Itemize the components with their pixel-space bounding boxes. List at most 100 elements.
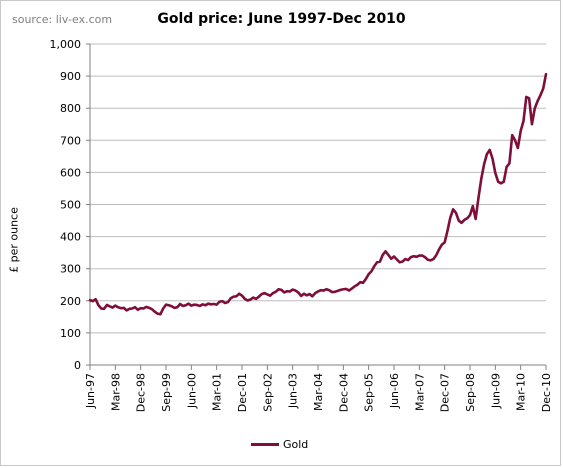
data-point <box>151 308 153 311</box>
data-point <box>184 304 187 307</box>
y-tick-label: 800 <box>60 102 81 115</box>
data-point <box>128 307 131 310</box>
data-point <box>502 180 505 183</box>
x-tick-label: Sep-99 <box>160 373 173 412</box>
data-point <box>449 216 452 219</box>
data-point <box>103 307 105 310</box>
data-point <box>274 290 277 293</box>
data-point <box>131 307 134 310</box>
data-point <box>438 248 440 251</box>
data-point <box>533 107 536 110</box>
data-point <box>117 306 120 309</box>
data-point <box>300 295 303 297</box>
data-point <box>426 258 429 261</box>
data-point <box>440 243 443 246</box>
data-point <box>317 290 319 293</box>
data-point <box>294 289 297 292</box>
data-point <box>311 295 314 298</box>
x-tick-label: Sep-08 <box>464 373 477 412</box>
data-point <box>409 256 412 259</box>
data-point <box>348 289 350 292</box>
data-point <box>193 303 196 306</box>
chart-title: Gold price: June 1997-Dec 2010 <box>157 11 406 27</box>
data-point <box>471 205 474 208</box>
data-point <box>145 306 148 308</box>
data-point <box>395 258 398 261</box>
data-point <box>379 260 381 263</box>
x-tick-label: Dec-07 <box>439 373 452 412</box>
data-point <box>218 300 221 303</box>
x-tick-label: Mar-98 <box>109 373 122 411</box>
data-point <box>162 307 165 310</box>
data-point <box>232 295 235 298</box>
data-point <box>387 254 390 256</box>
legend-label-gold: Gold <box>283 438 309 451</box>
data-point <box>393 255 395 258</box>
data-point <box>545 73 547 76</box>
data-point <box>221 300 224 303</box>
data-point <box>181 305 184 307</box>
data-point <box>435 254 438 257</box>
data-point <box>364 278 367 280</box>
data-point <box>494 172 497 174</box>
x-tick-label: Dec-10 <box>540 373 553 412</box>
data-point <box>196 304 198 306</box>
data-point <box>469 214 471 216</box>
data-point <box>269 294 272 297</box>
data-point <box>91 300 94 303</box>
data-point <box>542 87 545 90</box>
data-point <box>97 304 100 307</box>
data-point <box>235 295 238 298</box>
data-point <box>229 297 232 300</box>
data-point <box>125 309 128 312</box>
data-point <box>159 313 162 316</box>
data-point <box>224 302 227 304</box>
data-point <box>412 255 415 258</box>
data-point <box>522 120 525 122</box>
data-point <box>286 290 288 293</box>
y-tick-label: 700 <box>60 134 81 147</box>
x-tick-label: Mar-07 <box>413 373 426 411</box>
data-point <box>333 290 336 293</box>
y-tick-labels: 0 100 200 300 400 500 600 700 800 900 1,000 <box>50 38 82 372</box>
data-point <box>463 219 466 221</box>
y-tick-label: 100 <box>60 327 81 340</box>
y-tick-label: 1,000 <box>50 38 82 51</box>
data-point <box>94 298 97 301</box>
data-point <box>187 302 190 305</box>
x-tick-label: Jun-06 <box>388 373 401 409</box>
data-point <box>252 296 255 299</box>
data-point <box>246 299 249 302</box>
data-point <box>201 303 204 306</box>
x-tick-label: Dec-01 <box>236 373 249 412</box>
x-tick-label: Sep-02 <box>261 373 274 412</box>
legend-swatch-gold <box>251 443 279 446</box>
x-tick-label: Mar-01 <box>211 373 224 411</box>
y-tick-label: 200 <box>60 295 81 308</box>
data-point <box>491 157 494 160</box>
data-point <box>359 281 362 284</box>
x-tick-label: Mar-04 <box>312 373 325 411</box>
data-point <box>362 281 364 284</box>
y-tick-label: 600 <box>60 166 81 179</box>
data-point <box>255 297 257 300</box>
data-point <box>204 304 207 307</box>
data-point <box>353 285 356 288</box>
x-tick-label: Sep-05 <box>363 373 376 412</box>
data-point <box>122 306 125 309</box>
y-tick-label: 500 <box>60 199 81 212</box>
data-point <box>303 292 305 295</box>
data-point <box>350 287 353 290</box>
data-point <box>134 306 136 309</box>
data-point <box>536 100 539 103</box>
x-tick-label: Jun-97 <box>84 373 97 409</box>
data-point <box>288 290 291 293</box>
data-point <box>176 306 179 309</box>
data-point <box>457 219 460 222</box>
data-point <box>272 292 274 294</box>
data-point <box>376 261 379 264</box>
data-point <box>198 305 201 307</box>
data-point <box>342 288 345 291</box>
